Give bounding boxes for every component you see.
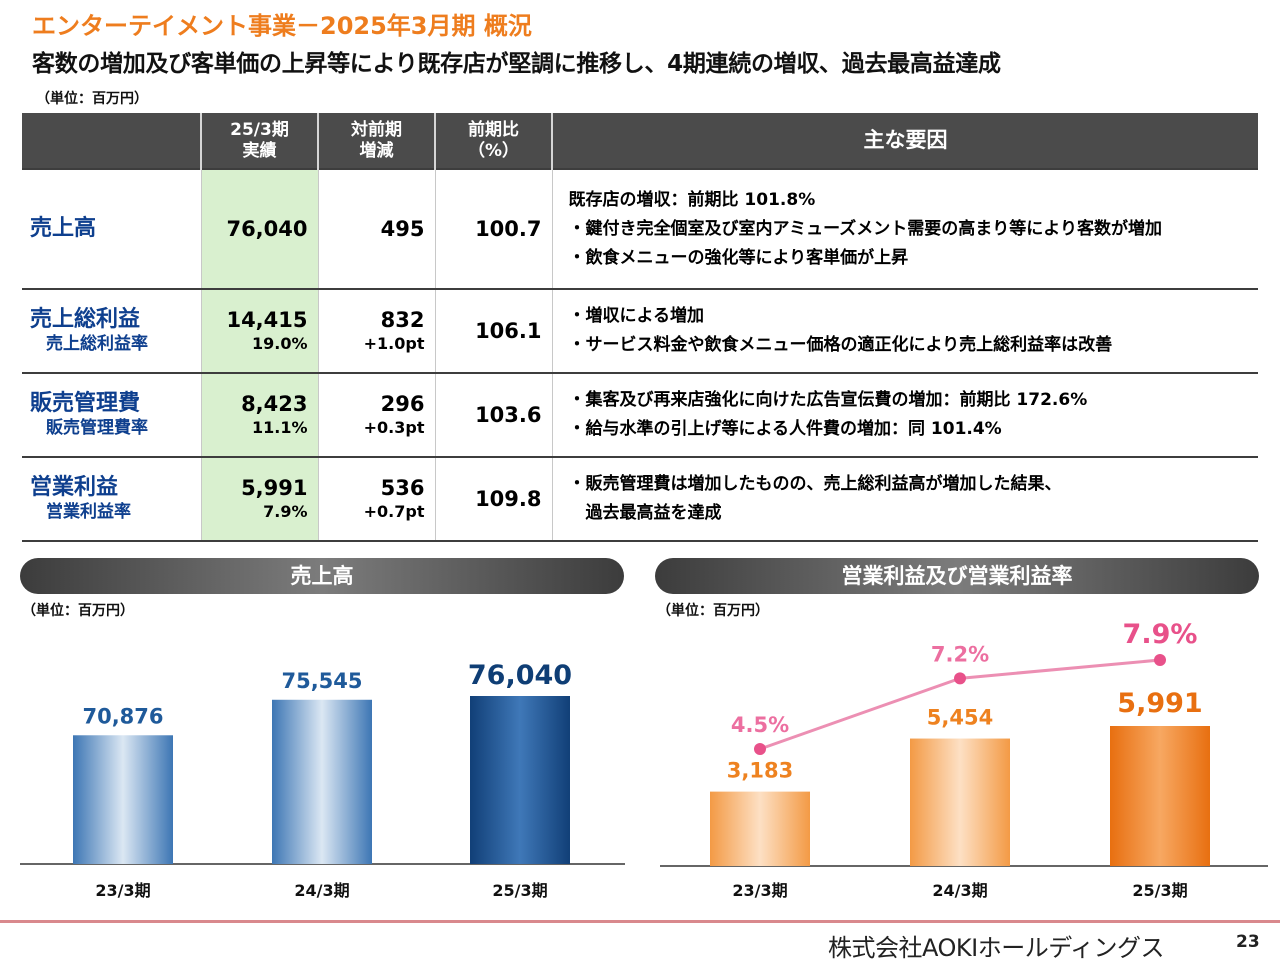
reason-line: ・飲食メニューの強化等により客単価が上昇 bbox=[568, 247, 909, 268]
sales-value-label: 76,040 bbox=[468, 660, 572, 691]
item-label: 売上高 bbox=[30, 216, 97, 241]
row-item: 販売管理費 販売管理費率 bbox=[22, 372, 201, 457]
reason-line: 既存店の増収：前期比 101.8% bbox=[568, 189, 816, 210]
row-item: 売上高 bbox=[22, 168, 201, 289]
header-actual: 25/3期 実績 bbox=[200, 113, 318, 169]
op-income-value-label: 5,991 bbox=[1117, 688, 1202, 719]
actual-value: 5,991 bbox=[241, 476, 308, 500]
sales-category-label: 23/3期 bbox=[95, 881, 150, 900]
actual-rate: 7.9% bbox=[263, 502, 308, 521]
row-reasons: 既存店の増収：前期比 101.8% ・鍵付き完全個室及び室内アミューズメント需要の… bbox=[551, 168, 1258, 289]
sales-value-label: 70,876 bbox=[82, 704, 163, 728]
item-label: 営業利益 bbox=[30, 475, 119, 500]
sales-chart-unit: （単位：百万円） bbox=[22, 603, 134, 619]
row-item: 営業利益 営業利益率 bbox=[22, 456, 201, 542]
item-sub-label: 営業利益率 bbox=[46, 502, 131, 522]
op-income-value-label: 5,454 bbox=[927, 706, 993, 730]
sales-category-label: 25/3期 bbox=[492, 881, 547, 900]
op-income-bar bbox=[710, 791, 810, 866]
item-sub-label: 売上総利益率 bbox=[46, 334, 148, 354]
reason-line: ・鍵付き完全個室及び室内アミューズメント需要の高まり等により客数が増加 bbox=[568, 218, 1162, 239]
sales-bar bbox=[470, 696, 570, 864]
sales-category-label: 24/3期 bbox=[294, 881, 349, 900]
row-change: 296 +0.3pt bbox=[317, 372, 435, 457]
row-item: 売上総利益 売上総利益率 bbox=[22, 288, 201, 373]
change-rate: +0.3pt bbox=[363, 418, 425, 437]
footer-divider bbox=[0, 920, 1280, 923]
page-subtitle: 客数の増加及び客単価の上昇等により既存店が堅調に推移し、4期連続の増収、過去最高… bbox=[32, 51, 1001, 77]
row-change: 832 +1.0pt bbox=[317, 288, 435, 373]
op-margin-point bbox=[754, 743, 766, 755]
change-value: 832 bbox=[380, 308, 425, 332]
reason-line: ・サービス料金や飲食メニュー価格の適正化により売上総利益率は改善 bbox=[568, 335, 1113, 355]
op-income-bar bbox=[910, 738, 1010, 866]
sales-chart-title: 売上高 bbox=[20, 558, 624, 594]
change-value: 536 bbox=[380, 476, 425, 500]
row-actual: 5,991 7.9% bbox=[200, 456, 318, 542]
op-income-category-label: 24/3期 bbox=[932, 881, 987, 900]
actual-rate: 11.1% bbox=[251, 418, 308, 437]
header-yoy-change: 対前期 増減 bbox=[317, 113, 435, 169]
row-ratio: 100.7 bbox=[434, 168, 552, 289]
header-reasons: 主な要因 bbox=[551, 113, 1258, 169]
sales-bar bbox=[73, 735, 173, 864]
item-label: 売上総利益 bbox=[30, 307, 141, 332]
actual-value: 76,040 bbox=[226, 217, 308, 241]
row-reasons: ・増収による増加・サービス料金や飲食メニュー価格の適正化により売上総利益率は改善 bbox=[551, 288, 1258, 373]
op-income-chart-unit: （単位：百万円） bbox=[657, 603, 769, 619]
row-change: 495 bbox=[317, 168, 435, 289]
op-margin-point bbox=[954, 672, 966, 685]
item-sub-label: 販売管理費率 bbox=[46, 418, 148, 438]
reason-line: ・給与水準の引上げ等による人件費の増加：同 101.4% bbox=[568, 419, 1002, 439]
row-actual: 8,423 11.1% bbox=[200, 372, 318, 457]
op-income-value-label: 3,183 bbox=[727, 759, 793, 783]
row-actual: 14,415 19.0% bbox=[200, 288, 318, 373]
row-actual: 76,040 bbox=[200, 168, 318, 289]
row-reasons: ・集客及び再来店強化に向けた広告宣伝費の増加：前期比 172.6% ・給与水準の引… bbox=[551, 372, 1258, 457]
op-income-bar-chart: 3,183 23/3期 5,454 24/3期 5,991 25/3期 4.5% 7.2% 7.… bbox=[660, 619, 1268, 900]
op-margin-label: 7.9% bbox=[1123, 619, 1198, 650]
table-row: 営業利益 営業利益率 5,991 7.9% 536 +0.7pt 109.8 ・販売管理費は増… bbox=[22, 456, 1258, 542]
row-change: 536 +0.7pt bbox=[317, 456, 435, 542]
reason-line: 過去最高益を達成 bbox=[568, 503, 722, 523]
op-margin-label: 7.2% bbox=[931, 642, 989, 666]
change-value: 296 bbox=[380, 392, 425, 416]
table-row: 売上総利益 売上総利益率 14,415 19.0% 832 +1.0pt 106.1 ・増収に… bbox=[22, 288, 1258, 373]
actual-rate: 19.0% bbox=[251, 334, 308, 353]
row-ratio: 106.1 bbox=[434, 288, 552, 373]
header-item bbox=[22, 113, 201, 169]
change-rate: +0.7pt bbox=[363, 502, 425, 521]
page-number: 23 bbox=[1236, 932, 1260, 952]
summary-table: 25/3期 実績 対前期 増減 前期比 （%） 主な要因 売上高 76,040 495 10… bbox=[22, 113, 1258, 542]
change-value: 495 bbox=[380, 217, 425, 241]
table-header-row: 25/3期 実績 対前期 増減 前期比 （%） 主な要因 bbox=[22, 113, 1258, 169]
op-income-category-label: 23/3期 bbox=[732, 881, 787, 900]
reason-line: ・増収による増加 bbox=[568, 306, 705, 326]
reason-line: ・集客及び再来店強化に向けた広告宣伝費の増加：前期比 172.6% bbox=[568, 390, 1088, 410]
op-income-category-label: 25/3期 bbox=[1132, 881, 1187, 900]
header-yoy-ratio: 前期比 （%） bbox=[434, 113, 552, 169]
reason-line: ・販売管理費は増加したものの、売上総利益高が増加した結果、 bbox=[568, 474, 1062, 494]
row-reasons: ・販売管理費は増加したものの、売上総利益高が増加した結果、 過去最高益を達成 bbox=[551, 456, 1258, 542]
table-row: 売上高 76,040 495 100.7 既存店の増収：前期比 101.8% ・鍵付き完全… bbox=[22, 168, 1258, 289]
op-margin-point bbox=[1154, 654, 1166, 666]
row-ratio: 109.8 bbox=[434, 456, 552, 542]
change-rate: +1.0pt bbox=[363, 334, 425, 353]
company-name: 株式会社AOKIホールディングス bbox=[828, 934, 1165, 962]
actual-value: 14,415 bbox=[226, 308, 308, 332]
row-ratio: 103.6 bbox=[434, 372, 552, 457]
op-margin-label: 4.5% bbox=[731, 713, 789, 737]
sales-bar-chart: 70,876 23/3期 75,545 24/3期 76,040 25/3期 bbox=[20, 660, 625, 900]
table-unit-label: （単位：百万円） bbox=[36, 91, 148, 107]
sales-bar bbox=[272, 699, 372, 864]
table-row: 販売管理費 販売管理費率 8,423 11.1% 296 +0.3pt 103.6 ・集客及び… bbox=[22, 372, 1258, 457]
op-income-chart-title: 営業利益及び営業利益率 bbox=[655, 558, 1259, 594]
sales-value-label: 75,545 bbox=[281, 669, 362, 693]
actual-value: 8,423 bbox=[241, 392, 308, 416]
item-label: 販売管理費 bbox=[30, 391, 141, 416]
page-title: エンターテイメント事業－2025年3月期 概況 bbox=[32, 12, 532, 40]
op-income-bar bbox=[1110, 726, 1210, 866]
